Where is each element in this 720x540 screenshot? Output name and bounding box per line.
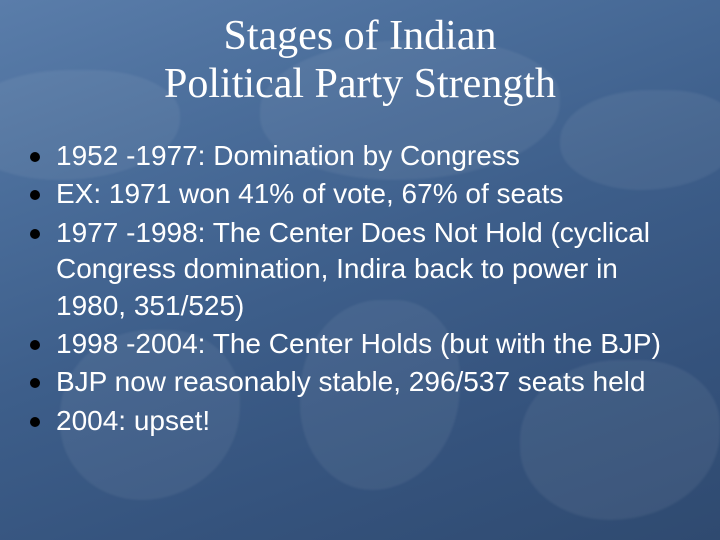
bullet-item: 2004: upset! xyxy=(28,403,690,439)
bullet-item: 1998 -2004: The Center Holds (but with t… xyxy=(28,326,690,362)
bullet-dot-icon xyxy=(30,378,40,388)
bullet-text: BJP now reasonably stable, 296/537 seats… xyxy=(56,364,645,400)
bullet-dot-icon xyxy=(30,340,40,350)
bullet-text: 1998 -2004: The Center Holds (but with t… xyxy=(56,326,661,362)
bullet-dot-icon xyxy=(30,190,40,200)
bullet-item: 1977 -1998: The Center Does Not Hold (cy… xyxy=(28,215,690,324)
bullet-item: EX: 1971 won 41% of vote, 67% of seats xyxy=(28,176,690,212)
slide-body: 1952 -1977: Domination by Congress EX: 1… xyxy=(28,138,690,441)
bullet-text: 1952 -1977: Domination by Congress xyxy=(56,138,520,174)
title-line-2: Political Party Strength xyxy=(164,61,556,107)
bullet-text: EX: 1971 won 41% of vote, 67% of seats xyxy=(56,176,563,212)
bullet-item: 1952 -1977: Domination by Congress xyxy=(28,138,690,174)
bullet-text: 1977 -1998: The Center Does Not Hold (cy… xyxy=(56,215,690,324)
bullet-text: 2004: upset! xyxy=(56,403,210,439)
bullet-dot-icon xyxy=(30,417,40,427)
slide: Stages of Indian Political Party Strengt… xyxy=(0,0,720,540)
bullet-item: BJP now reasonably stable, 296/537 seats… xyxy=(28,364,690,400)
slide-title: Stages of Indian Political Party Strengt… xyxy=(0,12,720,109)
bullet-dot-icon xyxy=(30,229,40,239)
title-line-1: Stages of Indian xyxy=(224,13,497,59)
bullet-dot-icon xyxy=(30,152,40,162)
